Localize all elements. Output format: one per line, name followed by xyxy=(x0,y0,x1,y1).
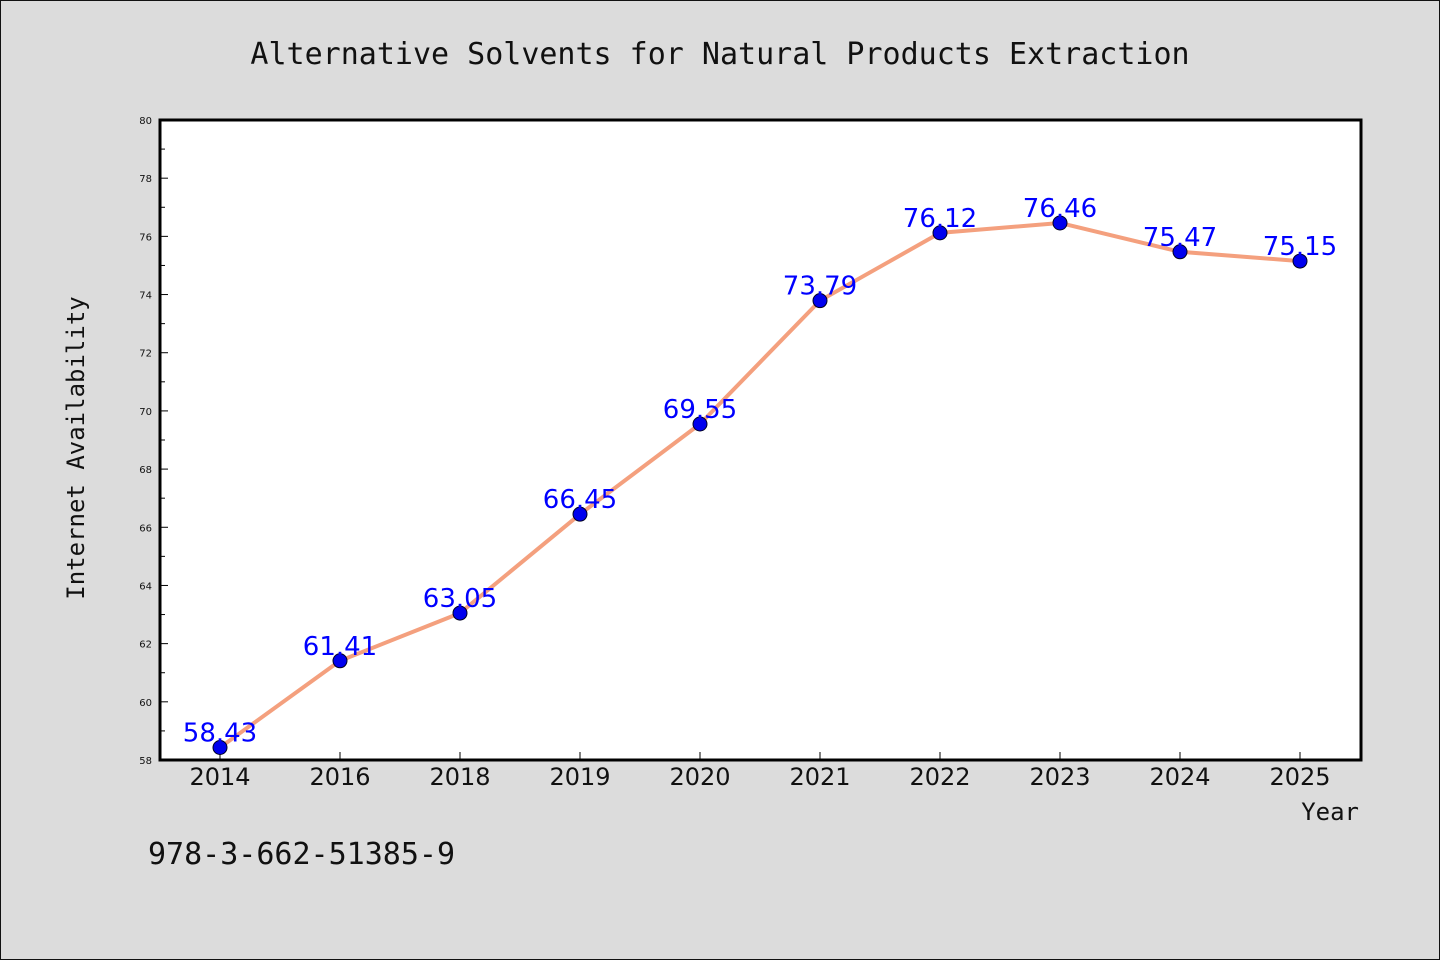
x-axis-ticks: 2014 2016 2018 2019 2020 2021 2022 2023 2024 2025 xyxy=(189,752,1331,791)
chart-title: Alternative Solvents for Natural Product… xyxy=(250,37,1189,72)
data-point xyxy=(932,225,948,241)
data-point xyxy=(452,605,468,621)
data-label: 75.15 xyxy=(1263,232,1337,262)
series-layer: 58.43 61.41 63.05 66.45 69.55 73.79 76.12 76.46… xyxy=(183,194,1337,755)
x-tick-label: 2018 xyxy=(429,763,490,791)
y-tick-label: 66 xyxy=(139,523,152,534)
x-axis-label: Year xyxy=(1301,798,1359,826)
data-point xyxy=(1292,253,1308,269)
y-tick-label: 58 xyxy=(139,756,152,767)
data-label: 76.12 xyxy=(903,204,977,234)
x-tick-label: 2021 xyxy=(789,763,850,791)
data-label: 66.45 xyxy=(543,485,617,515)
y-tick-label: 78 xyxy=(139,174,152,185)
y-tick-label: 72 xyxy=(139,349,152,360)
data-label: 58.43 xyxy=(183,718,257,748)
x-tick-label: 2022 xyxy=(909,763,970,791)
data-point xyxy=(692,416,708,432)
x-tick-label: 2024 xyxy=(1149,763,1210,791)
y-tick-label: 76 xyxy=(139,232,152,243)
data-label: 61.41 xyxy=(303,632,377,662)
series-line xyxy=(218,220,1302,750)
plot-border xyxy=(158,118,1363,762)
y-axis-label: Internet Availability xyxy=(62,296,90,599)
isbn-text: 978-3-662-51385-9 xyxy=(148,837,455,872)
y-tick-label: 62 xyxy=(139,640,152,651)
data-point xyxy=(1172,244,1188,260)
data-label: 63.05 xyxy=(423,584,497,614)
data-label: 73.79 xyxy=(783,272,857,302)
x-tick-label: 2014 xyxy=(189,763,250,791)
y-tick-label: 68 xyxy=(139,465,152,476)
y-tick-label: 74 xyxy=(139,291,152,302)
data-label: 69.55 xyxy=(663,395,737,425)
data-point xyxy=(1052,215,1068,231)
y-tick-label: 64 xyxy=(139,581,152,592)
data-label: 76.46 xyxy=(1023,194,1097,224)
data-label: 75.47 xyxy=(1143,223,1217,253)
y-tick-label: 70 xyxy=(139,407,152,418)
data-point xyxy=(572,506,588,522)
x-tick-label: 2025 xyxy=(1269,763,1330,791)
data-point xyxy=(212,739,228,755)
x-tick-label: 2020 xyxy=(669,763,730,791)
data-point xyxy=(332,653,348,669)
x-tick-label: 2019 xyxy=(549,763,610,791)
data-point xyxy=(812,293,828,309)
x-tick-label: 2016 xyxy=(309,763,370,791)
x-tick-label: 2023 xyxy=(1029,763,1090,791)
y-tick-label: 60 xyxy=(139,698,152,709)
y-tick-label: 80 xyxy=(139,116,152,127)
